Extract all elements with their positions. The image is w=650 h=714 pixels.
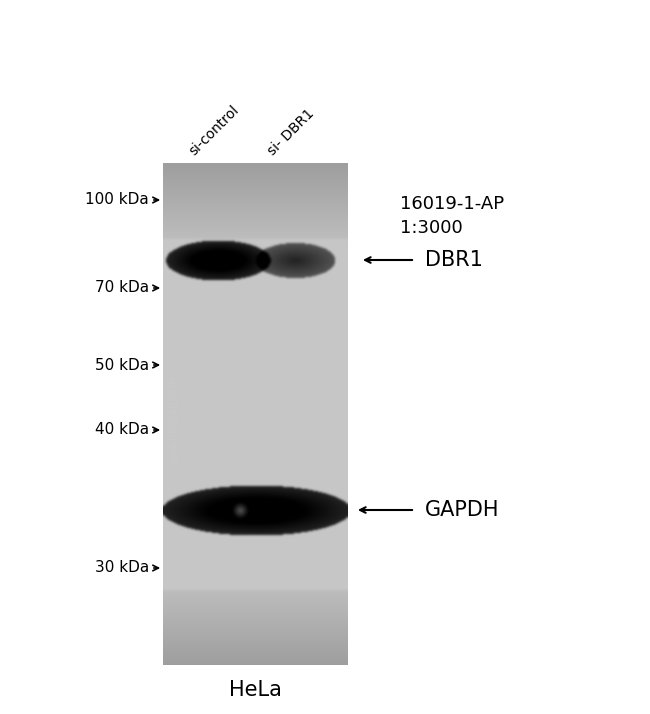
Text: HeLa: HeLa	[229, 680, 281, 700]
Text: 100 kDa: 100 kDa	[85, 193, 149, 208]
Text: DBR1: DBR1	[425, 250, 483, 270]
Text: 40 kDa: 40 kDa	[95, 423, 149, 438]
Text: si- DBR1: si- DBR1	[265, 106, 317, 158]
Text: GAPDH: GAPDH	[425, 500, 499, 520]
Text: si-control: si-control	[186, 103, 241, 158]
Bar	[163, 163, 348, 665]
Text: 30 kDa: 30 kDa	[95, 560, 149, 575]
Text: 50 kDa: 50 kDa	[95, 358, 149, 373]
Text: 70 kDa: 70 kDa	[95, 281, 149, 296]
Text: 16019-1-AP
1:3000: 16019-1-AP 1:3000	[400, 195, 504, 236]
Text: www.PTGLAB.COM: www.PTGLAB.COM	[170, 375, 180, 466]
